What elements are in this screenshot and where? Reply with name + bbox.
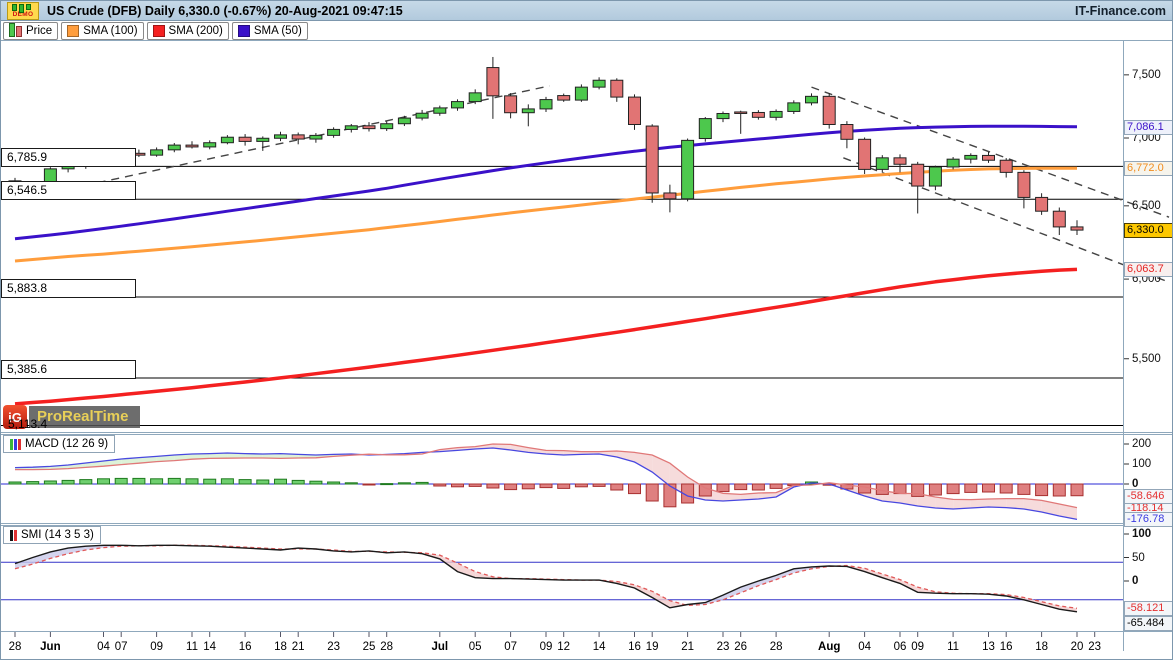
sma200-line-layer — [14, 267, 1078, 406]
legend-chip-sma50[interactable]: SMA (50) — [231, 21, 308, 40]
smi-pane-chip[interactable]: SMI (14 3 5 3) — [3, 526, 101, 544]
demo-label: DEMO — [12, 10, 34, 18]
x-axis — [14, 632, 1096, 637]
legend-chip-sma100[interactable]: SMA (100) — [61, 21, 144, 40]
titlebar: DEMO US Crude (DFB) Daily 6,330.0 (-0.67… — [1, 1, 1172, 21]
smi-pane-label: SMI (14 3 5 3) — [21, 529, 94, 541]
pane-borders — [1, 40, 1172, 651]
sma100-line-layer — [14, 166, 1077, 263]
sma50-swatch-icon — [237, 24, 250, 37]
legend-sma200-label: SMA (200) — [168, 24, 223, 37]
instrument-title: US Crude (DFB) Daily 6,330.0 (-0.67%) 20… — [47, 3, 403, 18]
legend-sma50-label: SMA (50) — [253, 24, 302, 37]
prorealtime-label: ProRealTime — [29, 406, 141, 428]
sma100-line — [14, 166, 1077, 263]
ig-logo-icon: iG — [3, 405, 27, 429]
macd-pane-chip[interactable]: MACD (12 26 9) — [3, 435, 116, 453]
sma200-swatch-icon — [152, 24, 165, 37]
macd-histogram — [8, 477, 1084, 508]
smi-icon — [10, 529, 17, 541]
smi-line — [14, 544, 1078, 613]
candles-icon — [9, 22, 22, 37]
demo-badge: DEMO — [7, 1, 39, 20]
trendlines — [29, 85, 1170, 283]
legend-price-label: Price — [26, 24, 53, 37]
sma100-swatch-icon — [67, 24, 80, 37]
price-legend: Price SMA (100) SMA (200) SMA (50) — [1, 21, 1123, 40]
legend-sma100-label: SMA (100) — [83, 24, 138, 37]
brand-label: IT-Finance.com — [1075, 3, 1166, 18]
sma200-line — [14, 267, 1078, 406]
smi-signal-line — [14, 544, 1078, 609]
candles-layer — [8, 56, 1084, 236]
smi-fill — [15, 545, 1077, 612]
sma50-line — [14, 124, 1078, 241]
demo-candles-icon — [12, 3, 31, 13]
proreal-time-watermark: iG ProRealTime — [3, 405, 141, 429]
price-level-lines — [1, 165, 1123, 426]
smi-bands — [1, 561, 1123, 601]
legend-chip-sma200[interactable]: SMA (200) — [146, 21, 229, 40]
sma50-line-layer — [14, 124, 1078, 241]
legend-chip-price[interactable]: Price — [3, 21, 59, 40]
macd-line — [14, 447, 1078, 521]
macd-pane-label: MACD (12 26 9) — [25, 438, 109, 450]
macd-icon — [10, 438, 21, 450]
macd-signal-line — [15, 443, 1078, 509]
